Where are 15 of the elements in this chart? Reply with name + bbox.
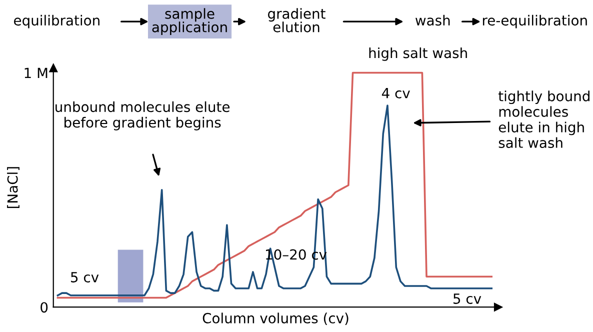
y-tick-label: 0 [40, 302, 48, 313]
text: equilibration [14, 14, 100, 28]
annotation: 5 cv [71, 272, 99, 282]
text: high salt wash [369, 47, 467, 61]
annotation: 4 cv [382, 88, 410, 98]
text: gradient elution [268, 8, 326, 32]
text: wash [416, 14, 450, 26]
y-tick-label: 1 M [24, 68, 48, 78]
x-axis-title: Column volumes (cv) [202, 312, 348, 326]
annotation: 5 cv [454, 294, 482, 304]
annotation: unbound molecules elute before gradient begins [56, 101, 230, 130]
text: re-equilibration [482, 14, 587, 28]
text: tightly bound molecules elute in high salt wash [498, 90, 590, 148]
y-axis-title: [NaCl] [7, 167, 20, 208]
text: sample application [152, 8, 227, 36]
